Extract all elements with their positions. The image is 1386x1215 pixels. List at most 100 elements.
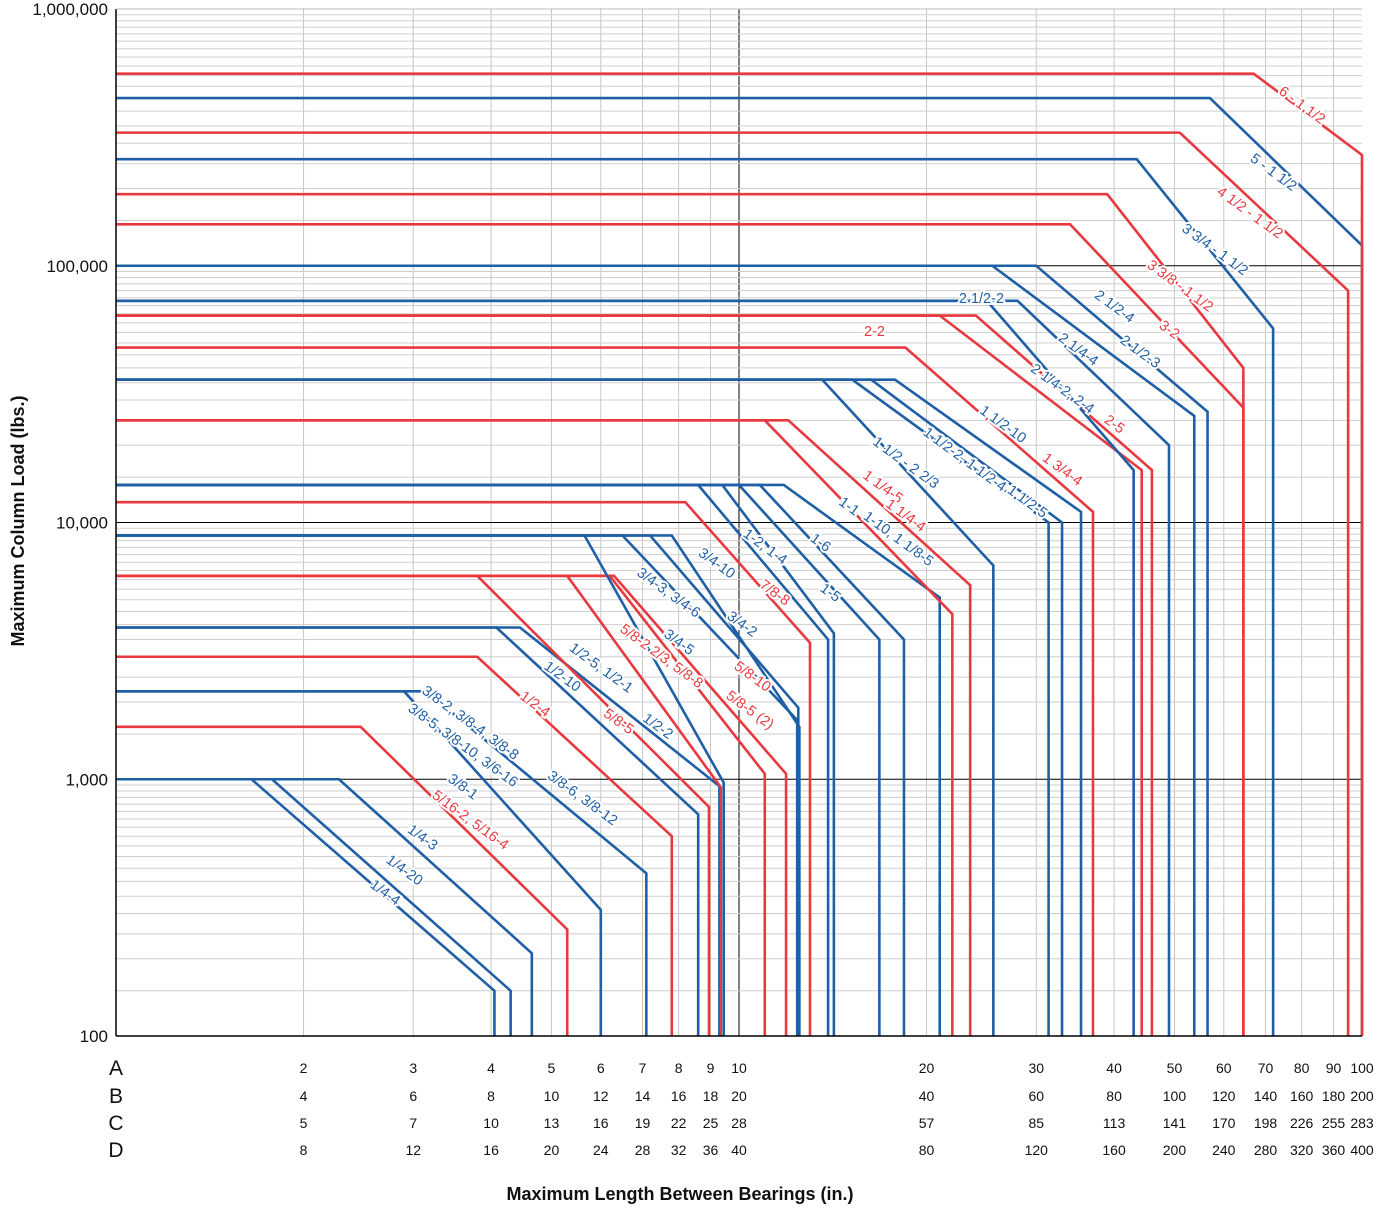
series-line (116, 192, 1245, 1036)
x-tick-label: 32 (671, 1142, 687, 1158)
x-tick-label: 400 (1350, 1142, 1374, 1158)
x-tick-label: 180 (1322, 1088, 1346, 1104)
y-tick-label: 100 (80, 1027, 108, 1046)
x-tick-label: 320 (1290, 1142, 1314, 1158)
x-tick-label: 24 (593, 1142, 609, 1158)
series-line (116, 131, 1350, 1036)
x-tick-label: 14 (635, 1088, 651, 1104)
x-tick-label: 10 (544, 1088, 560, 1104)
curve-label: 3/4-2 (724, 608, 760, 640)
curve-label: 2 1/2-3 (1117, 332, 1163, 371)
y-tick-label: 100,000 (47, 257, 108, 276)
x-scale-row-key: A (109, 1057, 123, 1080)
y-tick-label: 10,000 (56, 514, 108, 533)
curve-label: 2-5 (1101, 412, 1127, 437)
series-line (116, 574, 711, 1036)
series-line (116, 725, 569, 1036)
x-tick-label: 50 (1167, 1060, 1183, 1076)
x-tick-label: 120 (1212, 1088, 1236, 1104)
series-line (116, 378, 1083, 1036)
series-line (116, 534, 801, 1036)
x-tick-label: 3 (409, 1060, 417, 1076)
x-scale-row-key: D (108, 1139, 123, 1162)
x-tick-label: 85 (1028, 1115, 1044, 1131)
y-tick-label: 1,000 (65, 770, 108, 789)
curve-label: 1-5 (817, 581, 843, 606)
curve-label: 4 1/2 - 1 1/2 (1214, 184, 1286, 242)
x-tick-label: 200 (1350, 1088, 1374, 1104)
x-tick-label: 100 (1163, 1088, 1187, 1104)
series-line (116, 574, 788, 1036)
x-tick-label: 200 (1163, 1142, 1187, 1158)
x-tick-label: 5 (300, 1115, 308, 1131)
x-tick-label: 80 (1294, 1060, 1310, 1076)
x-tick-label: 10 (483, 1115, 499, 1131)
x-tick-label: 10 (731, 1060, 747, 1076)
x-tick-label: 360 (1322, 1142, 1346, 1158)
curve-label: 3 3/4 - 1 1/2 (1179, 221, 1251, 279)
x-tick-label: 8 (675, 1060, 683, 1076)
series-lines (116, 72, 1364, 1036)
x-tick-label: 4 (487, 1060, 495, 1076)
x-tick-label: 70 (1258, 1060, 1274, 1076)
y-axis-title: Maximum Column Load (lbs.) (8, 395, 28, 646)
x-tick-label: 40 (731, 1142, 747, 1158)
x-tick-label: 12 (405, 1142, 421, 1158)
x-tick-label: 160 (1102, 1142, 1126, 1158)
curve-label: 1 1/2-10 (977, 403, 1029, 447)
x-tick-label: 13 (544, 1115, 560, 1131)
series-line (116, 72, 1364, 1036)
x-tick-label: 18 (703, 1088, 719, 1104)
x-tick-label: 7 (639, 1060, 647, 1076)
x-tick-label: 20 (544, 1142, 560, 1158)
curve-label: 5/8-5 (600, 706, 636, 738)
x-tick-label: 255 (1322, 1115, 1346, 1131)
x-tick-label: 8 (487, 1088, 495, 1104)
x-tick-label: 60 (1216, 1060, 1232, 1076)
series-line (116, 777, 512, 1036)
series-line (116, 157, 1275, 1036)
curve-label: 3/4-10 (695, 545, 738, 582)
x-tick-label: 5 (548, 1060, 556, 1076)
x-tick-label: 198 (1254, 1115, 1278, 1131)
series-line (116, 626, 721, 1036)
x-tick-label: 160 (1290, 1088, 1314, 1104)
x-tick-label: 12 (593, 1088, 609, 1104)
x-tick-label: 141 (1163, 1115, 1187, 1131)
x-tick-label: 28 (635, 1142, 651, 1158)
series-line (116, 690, 603, 1036)
x-tick-label: 280 (1254, 1142, 1278, 1158)
x-axis-title: Maximum Length Between Bearings (in.) (506, 1184, 853, 1204)
x-tick-label: 57 (919, 1115, 935, 1131)
series-line (116, 777, 534, 1036)
series-line (116, 777, 496, 1036)
x-tick-label: 16 (593, 1115, 609, 1131)
x-tick-label: 28 (731, 1115, 747, 1131)
series-line (116, 314, 1154, 1036)
x-tick-label: 40 (919, 1088, 935, 1104)
x-tick-label: 80 (919, 1142, 935, 1158)
series-line (116, 346, 1095, 1036)
x-tick-label: 40 (1106, 1060, 1122, 1076)
x-tick-label: 60 (1028, 1088, 1044, 1104)
x-tick-label: 140 (1254, 1088, 1278, 1104)
series-line (116, 574, 723, 1036)
curve-label: 2 1/4-4 (1055, 330, 1101, 369)
x-tick-label: 80 (1106, 1088, 1122, 1104)
x-tick-label: 30 (1028, 1060, 1044, 1076)
x-tick-label: 16 (671, 1088, 687, 1104)
series-line (116, 264, 1209, 1036)
x-tick-label: 20 (919, 1060, 935, 1076)
x-tick-label: 20 (731, 1088, 747, 1104)
x-tick-label: 90 (1326, 1060, 1342, 1076)
x-tick-label: 6 (409, 1088, 417, 1104)
curve-label: 1 1/2-5 (1004, 482, 1050, 521)
x-tick-label: 22 (671, 1115, 687, 1131)
x-scale-row-key: C (108, 1112, 123, 1135)
curve-label: 1/4-3 (404, 822, 440, 854)
x-tick-label: 36 (703, 1142, 719, 1158)
x-tick-label: 16 (483, 1142, 499, 1158)
x-tick-label: 25 (703, 1115, 719, 1131)
curve-label: 1/2-4 (517, 688, 553, 720)
